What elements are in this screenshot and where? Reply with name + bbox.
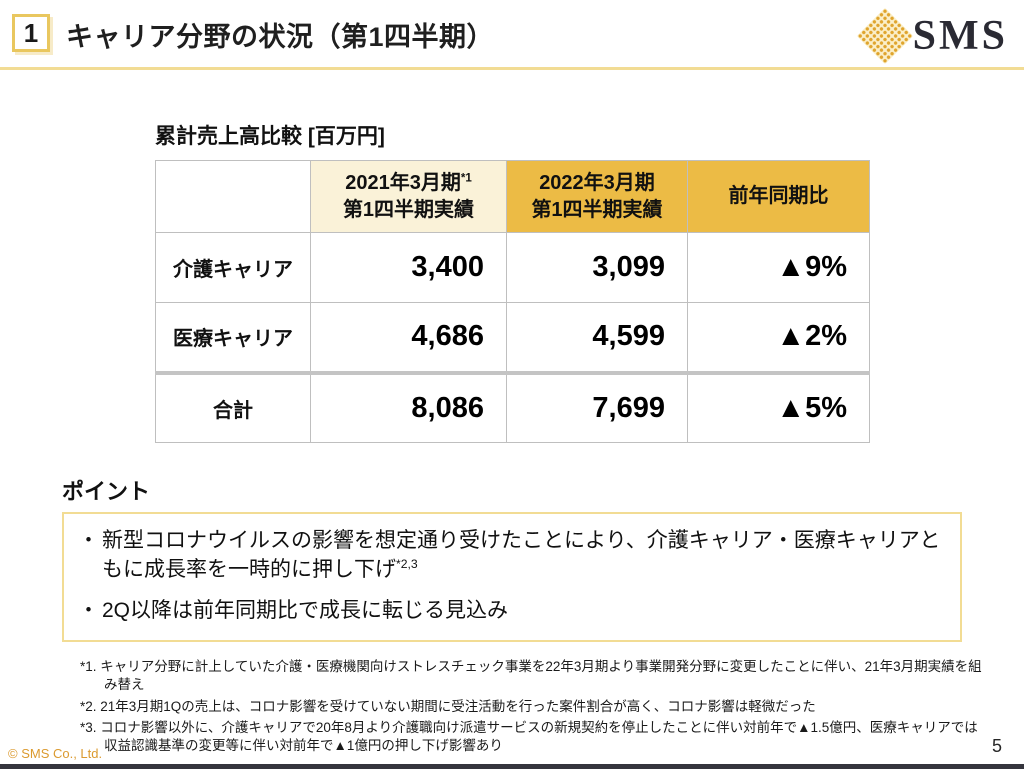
table-row-total: 合計 8,086 7,699 ▲5% bbox=[155, 370, 870, 443]
header-fy2021-footref: *1 bbox=[460, 170, 472, 184]
footnote-1: *1. キャリア分野に計上していた介護・医療機関向けストレスチェック事業を22年… bbox=[80, 659, 982, 693]
table-row-iryo-career: 医療キャリア 4,686 4,599 ▲2% bbox=[155, 302, 870, 373]
footnotes: *1. キャリア分野に計上していた介護・医療機関向けストレスチェック事業を22年… bbox=[80, 658, 985, 759]
page-title: キャリア分野の状況（第1四半期） bbox=[66, 21, 495, 52]
slide-number: 1 bbox=[23, 17, 39, 48]
gold-diamond-icon bbox=[856, 7, 913, 65]
header-fy2022-line1: 2022年3月期 bbox=[539, 171, 655, 194]
company-logo: SMS bbox=[856, 7, 1008, 65]
slide-number-box: 1 bbox=[12, 14, 50, 52]
header-yoy-line1: 前年同期比 bbox=[728, 185, 829, 207]
slide-header: 1 キャリア分野の状況（第1四半期） SMS bbox=[0, 0, 1024, 70]
yoy-value: ▲2% bbox=[687, 302, 870, 373]
table-title: 累計売上高比較 [百万円] bbox=[155, 125, 385, 148]
row-label: 医療キャリア bbox=[155, 302, 311, 373]
header-fy2021-line2: 第1四半期実績 bbox=[342, 198, 475, 221]
table-header-fy2021: 2021年3月期*1 第1四半期実績 bbox=[310, 160, 507, 233]
row-label: 介護キャリア bbox=[155, 232, 311, 303]
header-fy2021-line1: 2021年3月期 bbox=[345, 171, 461, 194]
table-header-row: 2021年3月期*1 第1四半期実績 2022年3月期 第1四半期実績 前年同期… bbox=[155, 160, 870, 233]
point-item: 2Q以降は前年同期比で成長に転じる見込み bbox=[78, 597, 942, 626]
row-label: 合計 bbox=[155, 370, 311, 443]
points-heading: ポイント bbox=[62, 479, 151, 504]
points-list: 新型コロナウイルスの影響を想定通り受けたことにより、介護キャリア・医療キャリアと… bbox=[78, 527, 942, 626]
footnote-3: *3. コロナ影響以外に、介護キャリアで20年8月より介護職向け派遣サービスの新… bbox=[80, 720, 978, 754]
table-header-fy2022: 2022年3月期 第1四半期実績 bbox=[506, 160, 688, 233]
fy2022-value: 3,099 bbox=[506, 232, 688, 303]
point-footref: *2,3 bbox=[396, 556, 418, 571]
copyright-notice: © SMS Co., Ltd. bbox=[8, 746, 103, 761]
yoy-value: ▲9% bbox=[687, 232, 870, 303]
point-text: 新型コロナウイルスの影響を想定通り受けたことにより、介護キャリア・医療キャリアと… bbox=[102, 529, 941, 581]
fy2022-value: 7,699 bbox=[506, 370, 688, 443]
header-fy2022-line2: 第1四半期実績 bbox=[531, 198, 663, 221]
table-row-kaigo-career: 介護キャリア 3,400 3,099 ▲9% bbox=[155, 232, 870, 303]
table-header-blank bbox=[155, 160, 311, 233]
fy2021-value: 8,086 bbox=[310, 370, 507, 443]
page-number: 5 bbox=[991, 736, 1002, 756]
bottom-accent-bar bbox=[0, 764, 1024, 769]
point-text: 2Q以降は前年同期比で成長に転じる見込み bbox=[102, 598, 509, 622]
point-item: 新型コロナウイルスの影響を想定通り受けたことにより、介護キャリア・医療キャリアと… bbox=[78, 527, 942, 585]
fy2022-value: 4,599 bbox=[506, 302, 688, 373]
yoy-value: ▲5% bbox=[687, 370, 870, 443]
sales-comparison-table: 2021年3月期*1 第1四半期実績 2022年3月期 第1四半期実績 前年同期… bbox=[155, 160, 870, 443]
logo-wordmark: SMS bbox=[912, 13, 1008, 59]
points-box: 新型コロナウイルスの影響を想定通り受けたことにより、介護キャリア・医療キャリアと… bbox=[62, 512, 962, 642]
footnote-2: *2. 21年3月期1Qの売上は、コロナ影響を受けていない期間に受注活動を行った… bbox=[80, 698, 816, 714]
table-header-yoy: 前年同期比 bbox=[687, 160, 870, 233]
fy2021-value: 4,686 bbox=[310, 302, 507, 373]
fy2021-value: 3,400 bbox=[310, 232, 507, 303]
